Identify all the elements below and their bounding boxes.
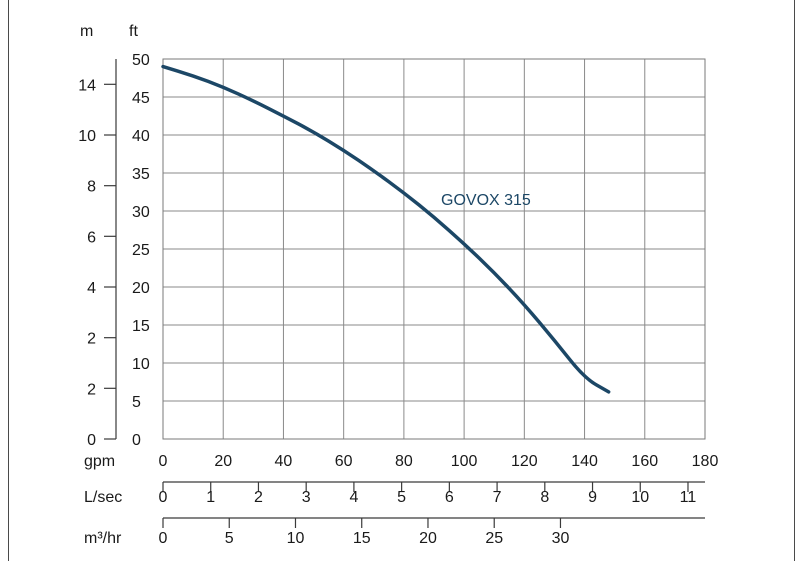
y-tick-label-ft: 45 xyxy=(132,90,150,107)
x-axis-unit-gpm: gpm xyxy=(84,453,115,470)
x-tick-label-gpm: 20 xyxy=(214,453,232,470)
x-tick-label-gpm: 80 xyxy=(395,453,413,470)
y-tick-label-m: 0 xyxy=(87,432,96,449)
series-label: GOVOX 315 xyxy=(441,192,531,209)
secondary-axis-tick-label: 11 xyxy=(680,489,697,506)
y-tick-label-m: 2 xyxy=(87,381,96,398)
y-tick-label-ft: 50 xyxy=(132,52,150,69)
secondary-axis-tick-label: 1 xyxy=(206,489,215,506)
x-tick-label-gpm: 160 xyxy=(631,453,658,470)
secondary-axis-tick-label: 30 xyxy=(552,530,570,547)
y-tick-label-m: 2 xyxy=(87,331,96,348)
x-tick-label-gpm: 40 xyxy=(275,453,293,470)
secondary-axis-tick-label: 7 xyxy=(493,489,502,506)
y-tick-label-ft: 30 xyxy=(132,204,150,221)
secondary-axis-tick-label: 5 xyxy=(397,489,406,506)
y-tick-label-ft: 35 xyxy=(132,166,150,183)
secondary-axis-tick-label: 20 xyxy=(419,530,437,547)
y-axis-unit-ft: ft xyxy=(129,23,138,40)
secondary-axis-tick-label: 25 xyxy=(485,530,503,547)
secondary-axis-tick-label: 2 xyxy=(254,489,263,506)
series-line-govox-315 xyxy=(161,64,611,394)
y-tick-label-m: 6 xyxy=(87,229,96,246)
secondary-axis-unit: m³/hr xyxy=(84,530,122,547)
chart-frame xyxy=(8,0,795,561)
secondary-axis-tick-label: 9 xyxy=(588,489,597,506)
y-tick-label-ft: 40 xyxy=(132,128,150,145)
y-tick-label-ft: 20 xyxy=(132,280,150,297)
secondary-axis-tick-label: 8 xyxy=(540,489,549,506)
x-tick-label-gpm: 180 xyxy=(692,453,719,470)
x-tick-label-gpm: 60 xyxy=(335,453,353,470)
secondary-axis-tick-label: 10 xyxy=(631,489,649,506)
y-tick-label-ft: 10 xyxy=(132,356,150,373)
secondary-axis-tick-label: 5 xyxy=(225,530,234,547)
secondary-axis-tick-label: 15 xyxy=(353,530,371,547)
y-tick-label-m: 8 xyxy=(87,179,96,196)
x-tick-label-gpm: 120 xyxy=(511,453,538,470)
plot-border xyxy=(162,58,706,440)
y-tick-label-ft: 25 xyxy=(132,242,150,259)
y-tick-label-ft: 15 xyxy=(132,318,150,335)
y-tick-label-ft: 0 xyxy=(132,432,141,449)
y-tick-label-ft: 5 xyxy=(132,394,141,411)
secondary-axis-tick-label: 3 xyxy=(302,489,311,506)
x-tick-label-gpm: 140 xyxy=(571,453,598,470)
secondary-axis-unit: L/sec xyxy=(84,489,122,506)
x-tick-label-gpm: 0 xyxy=(159,453,168,470)
y-tick-label-m: 4 xyxy=(87,280,96,297)
x-tick-label-gpm: 100 xyxy=(451,453,478,470)
y-axis-unit-m: m xyxy=(80,23,93,40)
secondary-axis-tick-label: 10 xyxy=(287,530,305,547)
y-tick-label-m: 14 xyxy=(78,77,96,94)
secondary-axis-tick-label: 0 xyxy=(159,530,168,547)
secondary-axis-tick-label: 0 xyxy=(159,489,168,506)
y-tick-label-m: 10 xyxy=(78,128,96,145)
secondary-axis-tick-label: 6 xyxy=(445,489,454,506)
secondary-axis-tick-label: 4 xyxy=(349,489,358,506)
